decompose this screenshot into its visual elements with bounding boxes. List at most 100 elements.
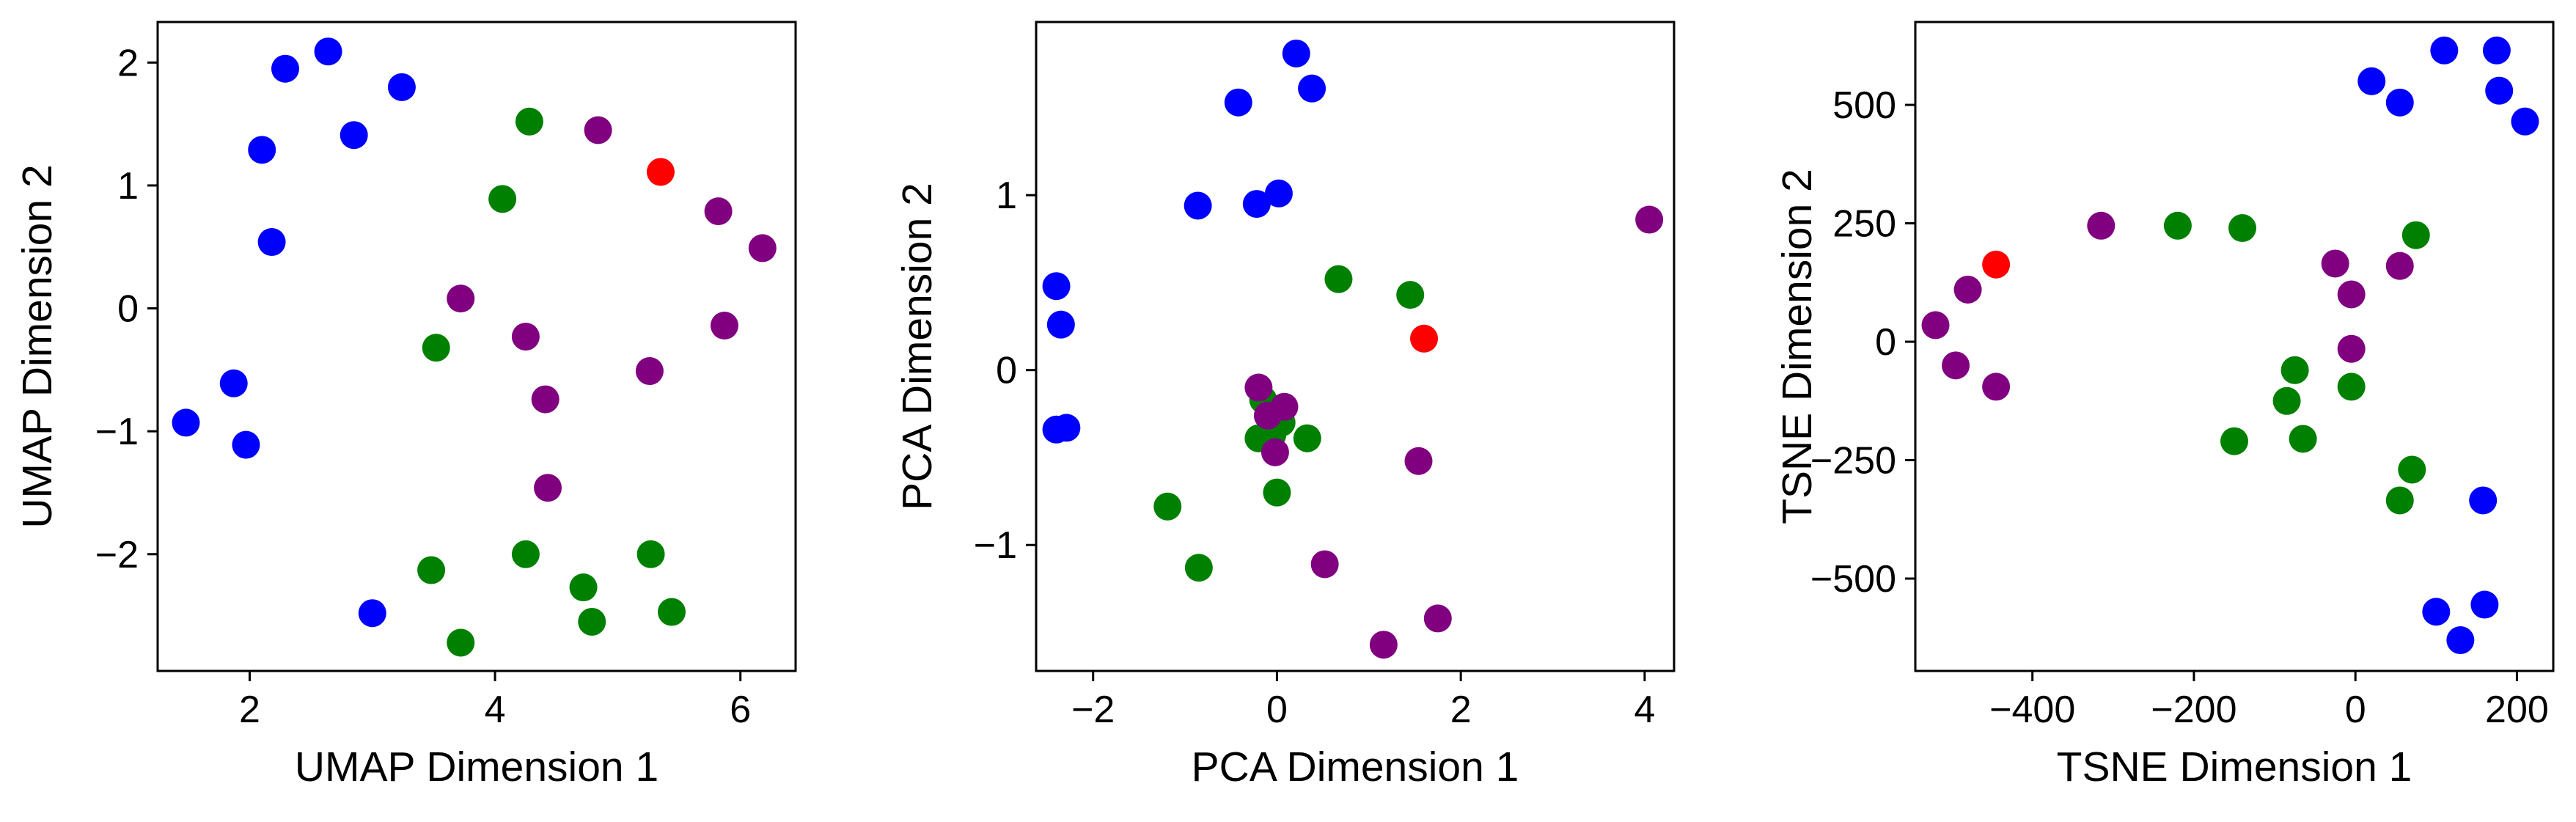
x-axis-label: PCA Dimension 1 [1192, 744, 1519, 790]
data-point-purple [2337, 280, 2366, 309]
data-point-blue [2357, 67, 2386, 95]
data-point-blue [1224, 88, 1252, 117]
data-point-blue [1242, 190, 1271, 219]
x-tick-label: 200 [2485, 689, 2549, 731]
x-tick-label: 0 [2345, 689, 2366, 731]
data-point-purple [1244, 373, 1273, 402]
data-point-purple [1635, 205, 1664, 234]
data-point-blue [340, 121, 368, 150]
axes-frame [1914, 21, 2555, 672]
data-point-blue [248, 136, 276, 164]
data-point-green [2280, 356, 2309, 384]
data-point-blue [2485, 76, 2514, 105]
data-point-green [658, 598, 686, 626]
y-tick-label: 0 [117, 288, 139, 331]
data-point-purple [531, 385, 559, 414]
data-point-blue [172, 408, 200, 437]
data-point-blue [1052, 414, 1081, 442]
data-point-purple [1404, 447, 1433, 475]
data-point-green [569, 573, 598, 602]
x-tick-label: −400 [1989, 689, 2075, 731]
panel-3: −400 −200 0 200 −500 −250 0 250 500 TSNE Dimensio… [1774, 21, 2555, 790]
data-point-green [2385, 486, 2414, 515]
axes-frame [1035, 21, 1676, 672]
y-axis-label: PCA Dimension 2 [894, 183, 941, 510]
x-tick-label: −2 [1071, 689, 1115, 731]
data-point-green [422, 334, 450, 362]
data-point-blue [1184, 191, 1212, 220]
data-point-purple [511, 323, 540, 351]
data-point-green [578, 607, 606, 636]
data-point-green [2163, 211, 2192, 240]
x-tick-label: 2 [239, 689, 260, 731]
y-tick-label: 0 [1875, 321, 1896, 364]
data-point-blue [1282, 39, 1310, 67]
y-tick-label: −500 [1810, 558, 1896, 601]
data-point-blue [2422, 598, 2451, 626]
y-axis-label: TSNE Dimension 2 [1774, 169, 1821, 524]
y-tick-label: 2 [117, 42, 139, 84]
data-point-green [2289, 425, 2317, 453]
y-tick-label: −1 [974, 524, 1017, 567]
data-point-purple [447, 285, 475, 313]
data-point-green [511, 540, 540, 568]
data-point-red [646, 158, 675, 186]
data-point-green [515, 107, 543, 136]
data-point-green [2220, 427, 2248, 455]
x-tick-label: 2 [1450, 689, 1472, 731]
y-tick-label: 1 [996, 175, 1017, 217]
data-point-blue [314, 37, 342, 66]
data-point-purple [534, 474, 562, 502]
data-point-blue [2385, 88, 2414, 117]
data-point-purple [704, 197, 733, 226]
y-tick-label: −2 [95, 534, 139, 576]
x-tick-label: −200 [2151, 689, 2236, 731]
data-point-red [1410, 324, 1439, 353]
y-tick-label: 0 [996, 350, 1017, 392]
panel-2: −2 0 2 4 −1 0 1 PCA Dimension 1 PCA Dimension 2 [894, 21, 1676, 790]
data-point-green [1263, 478, 1291, 507]
y-tick-label: 500 [1832, 84, 1896, 127]
data-point-blue [2482, 36, 2511, 65]
data-point-blue [2469, 486, 2498, 515]
data-point-green [2337, 373, 2366, 401]
x-tick-label: 4 [1634, 689, 1655, 731]
y-tick-label: 1 [117, 165, 139, 208]
y-tick-label: −1 [95, 411, 139, 453]
data-point-green [1293, 424, 1321, 452]
data-point-blue [271, 54, 299, 83]
data-point-green [1396, 281, 1425, 309]
data-point-purple [1423, 604, 1452, 633]
x-tick-label: 6 [730, 689, 751, 731]
data-point-green [417, 556, 446, 584]
data-point-blue [2430, 36, 2459, 65]
data-point-purple [584, 116, 612, 144]
data-point-green [1324, 265, 1353, 293]
data-point-blue [2446, 626, 2475, 655]
data-point-purple [2337, 334, 2366, 363]
data-point-red [1982, 250, 2011, 279]
data-point-purple [1261, 438, 1289, 466]
data-point-blue [1298, 74, 1326, 103]
data-point-green [2272, 386, 2301, 415]
data-point-purple [635, 357, 664, 386]
x-axis-label: TSNE Dimension 1 [2057, 744, 2412, 790]
data-point-blue [2511, 107, 2539, 136]
y-axis-label: UMAP Dimension 2 [14, 164, 61, 528]
data-point-purple [2087, 211, 2116, 240]
data-point-blue [232, 430, 260, 459]
axes-frame [156, 21, 797, 672]
data-point-purple [2321, 249, 2349, 278]
y-tick-label: 250 [1832, 203, 1896, 246]
data-point-green [2228, 214, 2257, 243]
y-tick-label: −250 [1810, 440, 1896, 482]
data-point-blue [1264, 179, 1293, 208]
data-point-blue [1042, 272, 1071, 301]
data-point-purple [1942, 351, 1970, 380]
data-point-green [636, 540, 665, 568]
data-point-purple [1253, 401, 1282, 430]
panel-1: 2 4 6 −2 −1 0 1 2 UMAP Dimension 1 UMAP Dimension… [14, 21, 797, 790]
data-point-purple [1921, 311, 1950, 340]
